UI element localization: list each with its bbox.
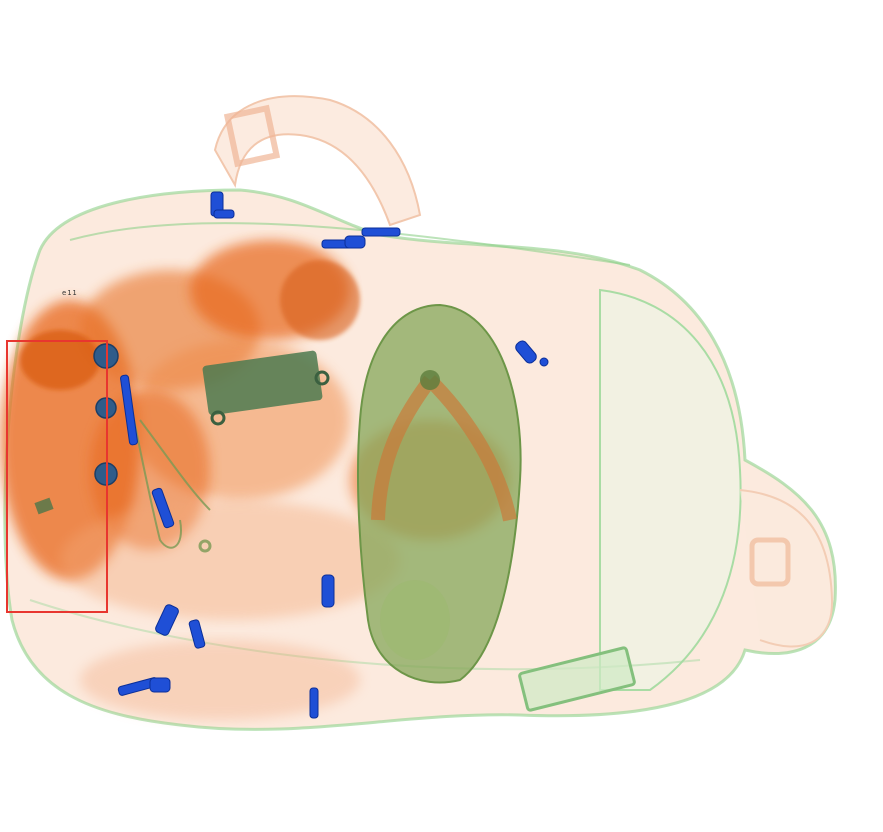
micro-text-label: e11: [62, 289, 78, 297]
zipper-pulls: [117, 191, 549, 719]
flip-flop-sandal: [357, 303, 522, 684]
bottom-right-card: [518, 646, 636, 712]
detection-bounding-box: [6, 340, 108, 613]
rectangular-device: [202, 350, 330, 426]
small-chip: [34, 497, 54, 515]
cable-wires: [129, 399, 212, 553]
